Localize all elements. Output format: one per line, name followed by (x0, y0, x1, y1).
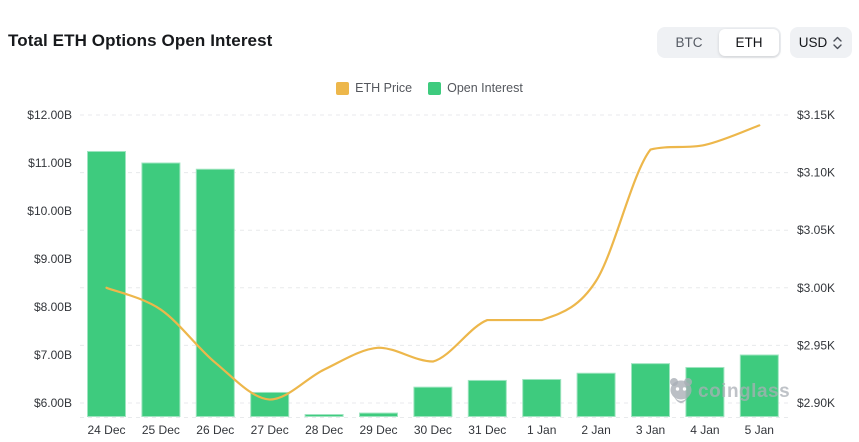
left-axis-tick-label: $9.00B (34, 252, 72, 266)
open-interest-bar[interactable] (739, 354, 779, 417)
right-axis-tick-label: $3.10K (797, 166, 835, 180)
open-interest-bar[interactable] (359, 412, 398, 417)
open-interest-bar[interactable] (576, 372, 616, 417)
x-axis-tick-label: 1 Jan (527, 423, 556, 437)
open-interest-bar[interactable] (631, 363, 670, 418)
right-axis-tick-label: $3.05K (797, 223, 835, 237)
open-interest-swatch-icon (428, 81, 442, 95)
x-axis-tick-label: 27 Dec (251, 423, 289, 437)
open-interest-bar[interactable] (304, 414, 344, 417)
chart-controls: BTC ETH USD (657, 27, 852, 58)
x-axis-tick-label: 31 Dec (468, 423, 506, 437)
open-interest-bar[interactable] (467, 379, 507, 418)
x-axis-tick-label: 4 Jan (690, 423, 719, 437)
legend-item-label: ETH Price (355, 81, 413, 95)
left-axis-tick-label: $10.00B (27, 204, 72, 218)
eth-price-line[interactable] (105, 124, 761, 401)
legend-item-label: Open Interest (447, 81, 523, 95)
right-axis-tick-label: $2.90K (797, 396, 835, 410)
x-axis-tick-label: 26 Dec (196, 423, 234, 437)
eth-price-swatch-icon (336, 81, 350, 95)
x-axis-tick-label: 24 Dec (87, 423, 125, 437)
right-axis-tick-label: $3.00K (797, 281, 835, 295)
updown-chevron-icon (833, 36, 842, 49)
legend-item-eth-price[interactable]: ETH Price (336, 81, 412, 95)
open-interest-bar[interactable] (685, 366, 725, 418)
x-axis-tick-label: 28 Dec (305, 423, 343, 437)
open-interest-bar[interactable] (522, 378, 562, 418)
left-axis-tick-label: $8.00B (34, 300, 72, 314)
x-axis-tick-label: 2 Jan (581, 423, 610, 437)
left-axis-tick-label: $6.00B (34, 396, 72, 410)
open-interest-bar[interactable] (413, 386, 453, 418)
x-axis-tick-label: 5 Jan (745, 423, 774, 437)
left-axis-tick-label: $11.00B (28, 156, 72, 170)
coin-toggle: BTC ETH (657, 27, 781, 58)
x-axis-tick-label: 29 Dec (359, 423, 397, 437)
legend-item-open-interest[interactable]: Open Interest (428, 81, 523, 95)
x-axis-tick-label: 30 Dec (414, 423, 452, 437)
open-interest-bar[interactable] (195, 168, 235, 417)
chart-legend: ETH Price Open Interest (0, 81, 859, 95)
right-axis-tick-label: $2.95K (797, 338, 835, 352)
page-title: Total ETH Options Open Interest (8, 31, 273, 50)
left-axis-tick-label: $7.00B (34, 348, 72, 362)
open-interest-bar[interactable] (87, 150, 126, 417)
x-axis-tick-label: 25 Dec (142, 423, 180, 437)
coin-toggle-btc[interactable]: BTC (659, 29, 719, 56)
left-axis-tick-label: $12.00B (27, 108, 72, 122)
right-axis-tick-label: $3.15K (797, 108, 835, 122)
x-axis-tick-label: 3 Jan (636, 423, 665, 437)
currency-select-value: USD (798, 35, 828, 50)
currency-select[interactable]: USD (790, 27, 852, 58)
coin-toggle-eth[interactable]: ETH (719, 29, 779, 56)
open-interest-bar[interactable] (141, 162, 181, 417)
